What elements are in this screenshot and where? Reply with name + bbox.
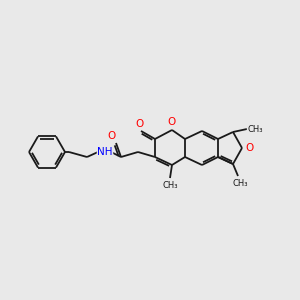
Text: O: O (108, 131, 116, 141)
Text: CH₃: CH₃ (232, 178, 248, 188)
Text: O: O (246, 143, 254, 153)
Text: O: O (135, 119, 143, 129)
Text: CH₃: CH₃ (162, 181, 178, 190)
Text: NH: NH (97, 147, 113, 157)
Text: O: O (168, 117, 176, 127)
Text: CH₃: CH₃ (247, 124, 263, 134)
